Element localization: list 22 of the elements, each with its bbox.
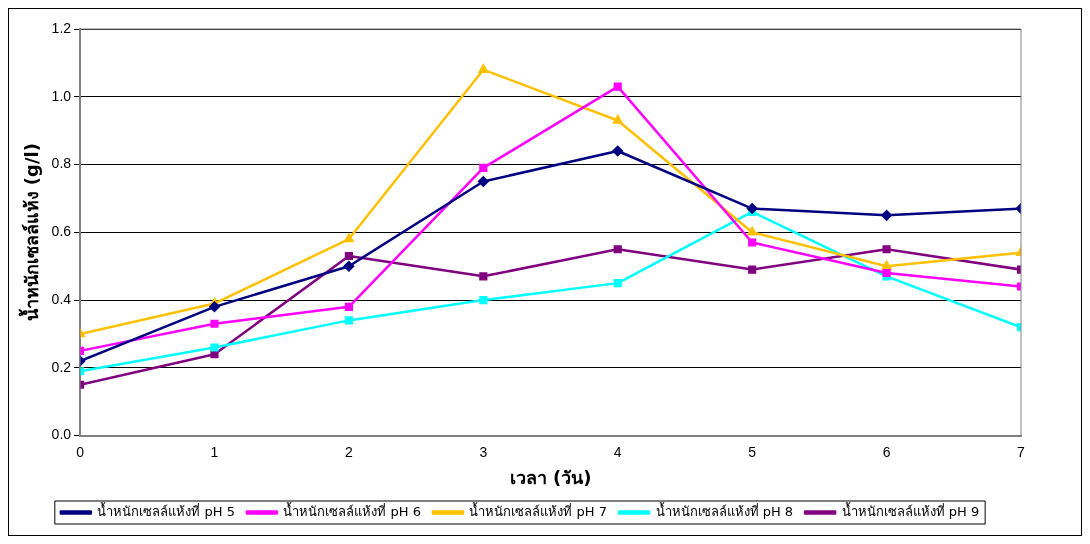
- y-tick-label: 0.2: [51, 358, 72, 375]
- y-axis-title: น้ำหนักเซลล์แห้ง (g/l): [18, 143, 43, 322]
- x-tick-label: 2: [345, 443, 353, 460]
- x-tick-label: 7: [1017, 443, 1026, 460]
- x-tick-label: 5: [748, 443, 757, 460]
- y-tick-label: 0.4: [51, 290, 72, 307]
- legend-label: น้ำหนักเซลล์แห้งที่ pH 5: [97, 501, 235, 519]
- y-tick-label: 1.0: [51, 87, 72, 104]
- y-tick-label: 0.6: [51, 223, 72, 240]
- x-tick-label: 0: [76, 443, 85, 460]
- x-tick-label: 1: [210, 443, 219, 460]
- x-tick-label: 3: [479, 443, 488, 460]
- x-tick-label: 6: [882, 443, 891, 460]
- y-tick-label: 0.0: [51, 426, 72, 443]
- legend-label: น้ำหนักเซลล์แห้งที่ pH 6: [283, 501, 421, 519]
- y-tick-label: 1.2: [51, 19, 72, 36]
- legend-label: น้ำหนักเซลล์แห้งที่ pH 7: [469, 501, 608, 519]
- x-axis-title: เวลา (วัน): [509, 466, 592, 488]
- x-tick-label: 4: [613, 443, 622, 460]
- y-tick-label: 0.8: [51, 155, 72, 172]
- legend-label: น้ำหนักเซลล์แห้งที่ pH 8: [655, 501, 794, 519]
- legend-label: น้ำหนักเซลล์แห้งที่ pH 9: [841, 501, 980, 519]
